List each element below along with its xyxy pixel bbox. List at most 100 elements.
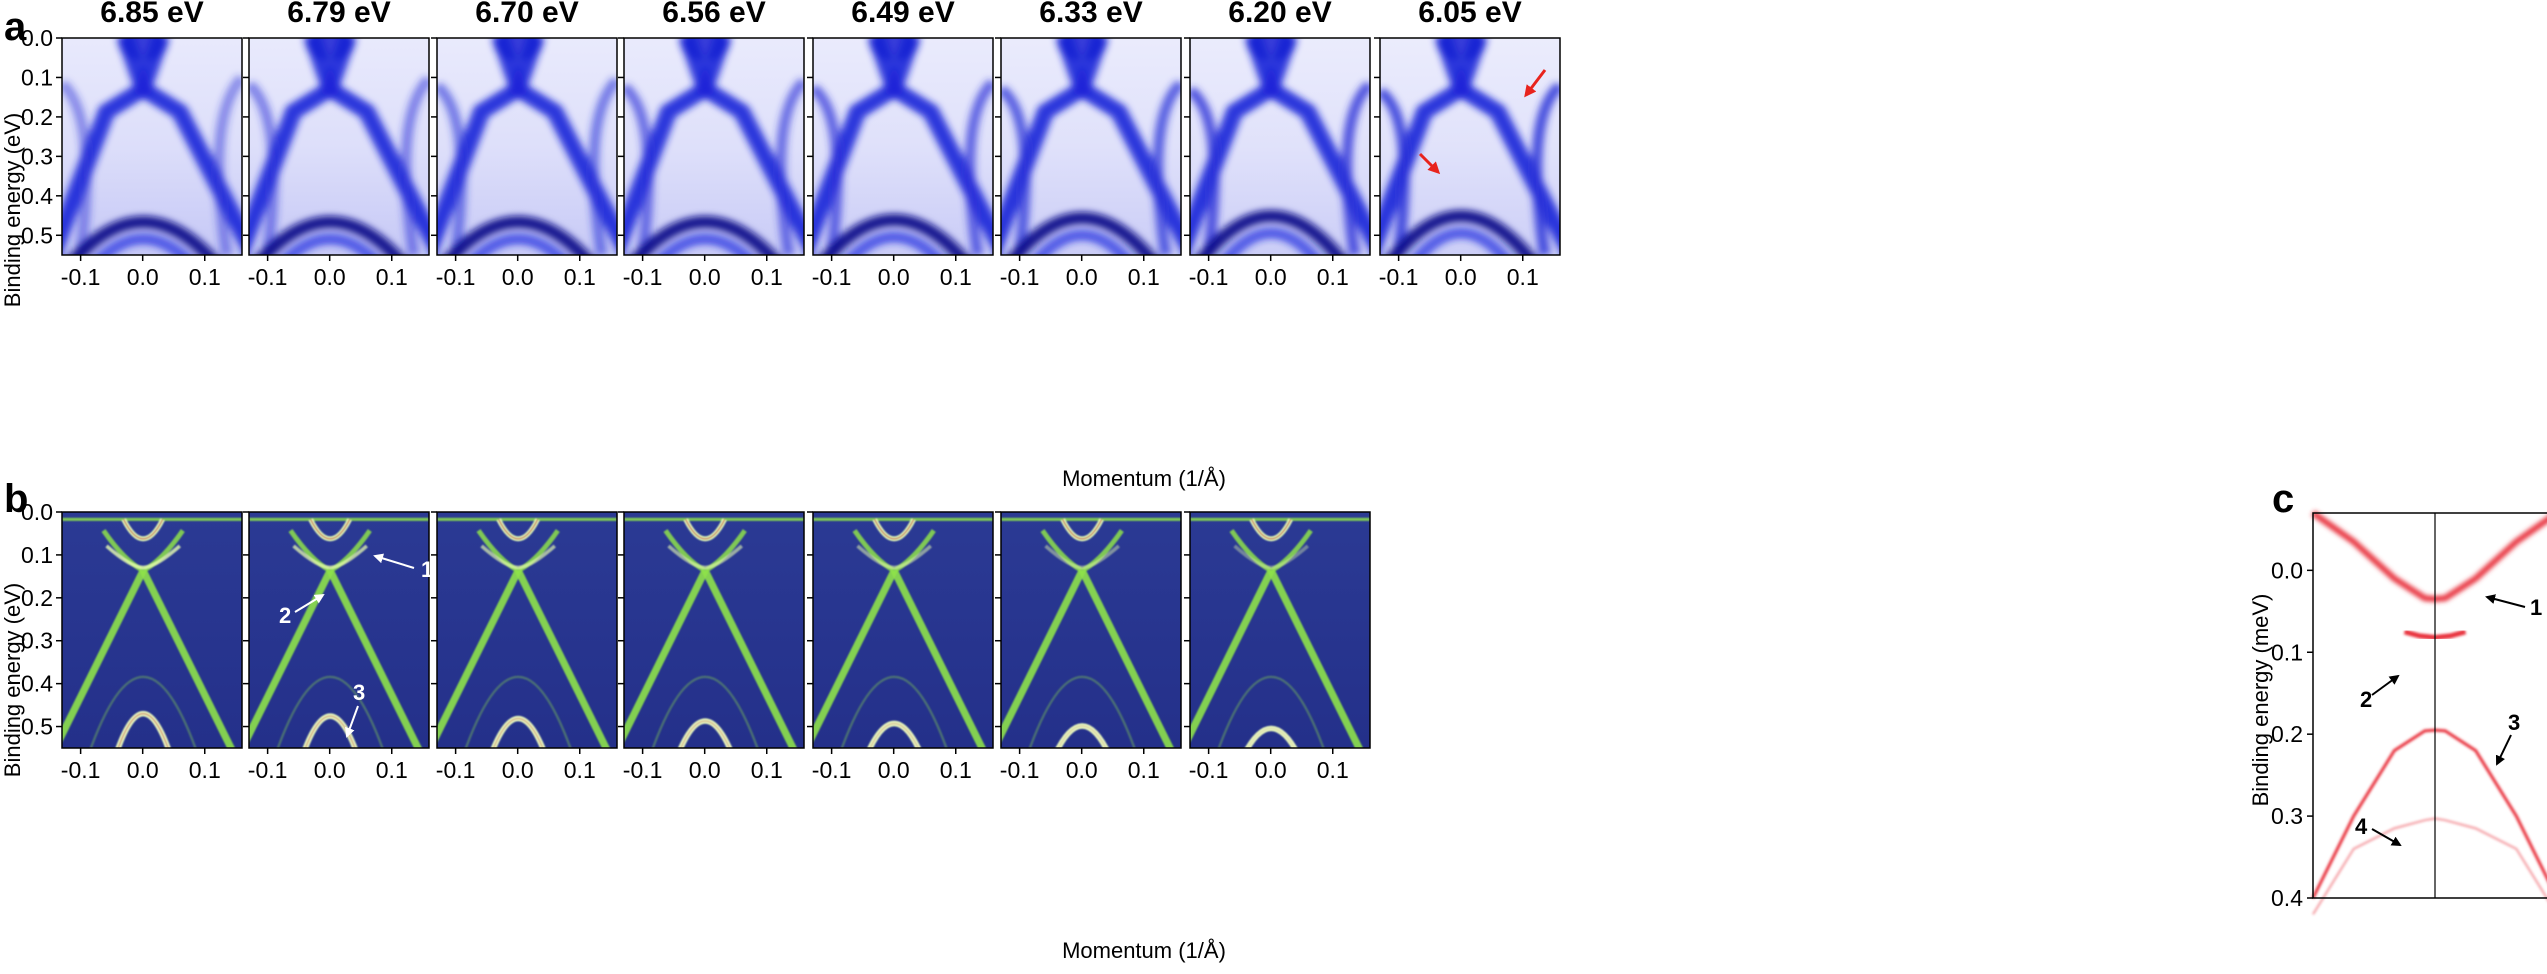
panel-a-xtick-label: -0.1: [1000, 264, 1040, 290]
panel-b-xlabel: Momentum (1/Å): [1062, 938, 1226, 963]
panel-a-frame: [436, 37, 618, 256]
panel-b-xtick-label: -0.1: [1000, 757, 1040, 783]
panel-b-curvature-plot: -0.1 0.0 0.1: [243, 511, 430, 783]
panel-c-ytick-label: 0.1: [2271, 639, 2303, 665]
panel-b-ytick-label: 0.2: [21, 585, 53, 611]
panel-c-band-label: 1: [2530, 595, 2542, 620]
panel-a-xtick-label: -0.1: [812, 264, 852, 290]
panel-b-xtick-label: 0.1: [940, 757, 972, 783]
panel-b-xtick-label: 0.1: [1128, 757, 1160, 783]
panel-b-xtick-label: -0.1: [436, 757, 476, 783]
panel-a-spectrum: 6.49 eV -0.1 0.0 0.1: [807, 0, 994, 290]
panel-a-xtick-label: 0.0: [502, 264, 534, 290]
red-arrow-upper: [1524, 69, 1547, 98]
panel-b-frame: [1189, 511, 1371, 749]
panel-b-xtick-label: -0.1: [61, 757, 101, 783]
panel-c-band-label: 2: [2360, 687, 2372, 712]
panel-b-xtick-label: -0.1: [248, 757, 288, 783]
annotation-arrow: [345, 705, 359, 738]
panel-a-frame: [623, 37, 805, 256]
panel-c-ylabel: Binding energy (meV): [2248, 594, 2273, 807]
panel-a-xtick-label: 0.0: [689, 264, 721, 290]
panel-a-frame: [812, 37, 994, 256]
panel-b-ytick-label: 0.5: [21, 714, 53, 740]
panel-b-curvature-plot: 0.0 0.1 0.2 0.3 0.4 0.5 -0.1 0.0 0.1: [21, 499, 243, 783]
band-annotation-label: 3: [353, 680, 365, 705]
panel-a-xtick-label: 0.0: [1066, 264, 1098, 290]
photon-energy-title: 6.05 eV: [1418, 0, 1521, 29]
panel-a-xtick-label: 0.1: [1317, 264, 1349, 290]
panel-b-curvature-plot: -0.1 0.0 0.1: [618, 511, 805, 783]
panel-a-xtick-label: 0.1: [1128, 264, 1160, 290]
panel-b-xtick-label: 0.0: [127, 757, 159, 783]
panel-b-frame: [1000, 511, 1182, 749]
annotation-arrow: [373, 553, 415, 569]
panel-a-xtick-label: 0.1: [564, 264, 596, 290]
panel-c-ytick-label: 0.4: [2271, 885, 2303, 911]
panel-b-xtick-label: 0.1: [376, 757, 408, 783]
photon-energy-title: 6.70 eV: [475, 0, 578, 29]
photon-energy-title: 6.85 eV: [100, 0, 203, 29]
panel-a-xtick-label: 0.0: [127, 264, 159, 290]
panel-b-xtick-label: 0.1: [189, 757, 221, 783]
panel-c-plot-area: [2313, 513, 2547, 898]
panel-b-curvature-plot: -0.1 0.0 0.1: [807, 511, 994, 783]
panel-b-ytick-label: 0.1: [21, 542, 53, 568]
panel-a-xtick-label: -0.1: [1189, 264, 1229, 290]
panel-a-spectra: 6.85 eV0.00.10.20.30.40.5-0.1 0.0 0.16.79 …: [21, 0, 1561, 290]
panel-a-xtick-label: -0.1: [436, 264, 476, 290]
panel-a-frame: [1000, 37, 1182, 256]
panel-b-xtick-label: 0.0: [502, 757, 534, 783]
red-arrow-lower: [1418, 152, 1441, 175]
panel-a-xtick-label: 0.1: [940, 264, 972, 290]
panel-letter-c: c: [2272, 477, 2294, 521]
panel-c-ytick-label: 0.0: [2271, 557, 2303, 583]
panel-b-frame: [623, 511, 805, 749]
photon-energy-title: 6.20 eV: [1228, 0, 1331, 29]
panel-a-spectrum: 6.33 eV -0.1 0.0 0.1: [995, 0, 1182, 290]
panel-b-ylabel: Binding energy (eV): [0, 583, 25, 777]
panel-b-frame: [812, 511, 994, 749]
panel-b-curvature-plot: -0.1 0.0 0.1: [995, 511, 1182, 783]
panel-a-xtick-label: 0.1: [376, 264, 408, 290]
panel-a-frame: [248, 37, 430, 256]
panel-a-ytick-label: 0.0: [21, 25, 53, 51]
panel-c-band-label: 3: [2508, 710, 2520, 735]
panel-b-xtick-label: 0.0: [314, 757, 346, 783]
panel-a-spectrum: 6.79 eV -0.1 0.0 0.1: [243, 0, 430, 290]
panel-b-xtick-label: -0.1: [812, 757, 852, 783]
panel-b-xtick-label: 0.0: [1255, 757, 1287, 783]
annotation-arrow: [294, 593, 325, 613]
photon-energy-title: 6.49 eV: [851, 0, 954, 29]
panel-a-ytick-label: 0.1: [21, 64, 53, 90]
panel-c-ytick-label: 0.3: [2271, 803, 2303, 829]
panel-b-ytick-label: 0.3: [21, 628, 53, 654]
panel-c-annotation-arrow: [2371, 828, 2402, 846]
panel-b-curvature: 0.00.10.20.30.40.5-0.1 0.0 0.1 -0.1 0.0 0.1 -0…: [21, 499, 1371, 833]
panel-c-band-label: 4: [2355, 814, 2368, 839]
band-annotation-label: 4: [277, 798, 290, 823]
annotation-arrow: [295, 812, 323, 833]
panel-a-xtick-label: -0.1: [1379, 264, 1419, 290]
panel-a-spectrum: 6.70 eV -0.1 0.0 0.1: [431, 0, 618, 290]
panel-b-frame: [61, 511, 243, 749]
panel-b-xtick-label: -0.1: [623, 757, 663, 783]
panel-a-spectrum: 6.05 eV -0.1 0.0 0.1: [1374, 0, 1561, 290]
panel-a-frame: [1189, 37, 1371, 256]
panel-b-xtick-label: 0.1: [1317, 757, 1349, 783]
panel-b-xtick-label: 0.1: [751, 757, 783, 783]
panel-a-xtick-label: 0.1: [1507, 264, 1539, 290]
panel-b-xtick-label: -0.1: [1189, 757, 1229, 783]
band-annotation-label: 2: [279, 603, 291, 628]
panel-b-ytick-label: 0.0: [21, 499, 53, 525]
panel-c-annotation-arrow: [2371, 674, 2400, 696]
panel-a-ytick-label: 0.2: [21, 104, 53, 130]
panel-a-ytick-label: 0.3: [21, 143, 53, 169]
panel-a-ytick-label: 0.4: [21, 183, 53, 209]
panel-letter-a: a: [4, 5, 27, 49]
panel-b-xtick-label: 0.0: [1066, 757, 1098, 783]
panel-b-frame: [436, 511, 618, 749]
panel-c-annotation-arrow: [2485, 594, 2526, 608]
photon-energy-title: 6.56 eV: [662, 0, 765, 29]
